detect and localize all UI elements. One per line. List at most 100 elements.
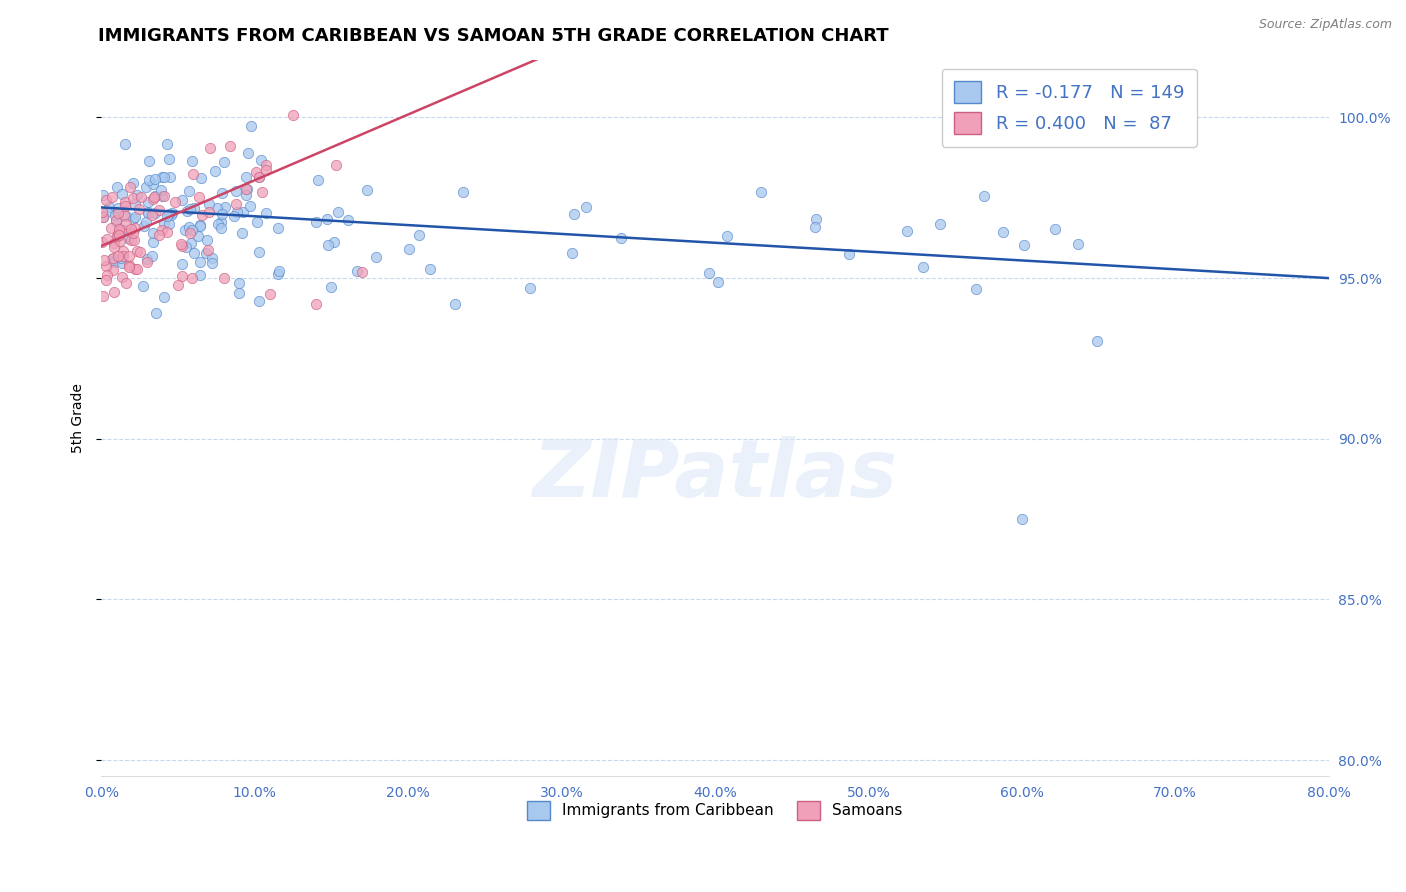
Point: [179, 227, 201, 241]
Point: [174, 240, 197, 254]
Point: [170, 269, 193, 284]
Point: [117, 260, 139, 275]
Point: [337, 213, 360, 227]
Point: [152, 169, 174, 184]
Point: [157, 152, 180, 166]
Point: [838, 247, 860, 261]
Point: [148, 227, 170, 242]
Point: [136, 205, 159, 219]
Point: [197, 204, 219, 219]
Point: [451, 185, 474, 199]
Point: [112, 223, 135, 237]
Point: [111, 249, 134, 263]
Point: [173, 223, 195, 237]
Point: [201, 256, 224, 270]
Point: [148, 203, 170, 218]
Point: [94, 259, 117, 273]
Point: [226, 205, 249, 219]
Point: [1012, 238, 1035, 252]
Point: [198, 197, 221, 211]
Point: [247, 169, 270, 184]
Point: [114, 195, 136, 210]
Point: [142, 177, 165, 191]
Point: [160, 205, 183, 219]
Point: [214, 200, 236, 214]
Point: [111, 269, 134, 284]
Point: [212, 155, 235, 169]
Point: [321, 280, 343, 294]
Point: [107, 202, 129, 216]
Point: [180, 235, 202, 250]
Point: [190, 208, 212, 222]
Point: [254, 162, 277, 177]
Point: [122, 233, 145, 247]
Point: [225, 184, 247, 198]
Point: [305, 297, 328, 311]
Point: [125, 261, 148, 276]
Point: [110, 186, 132, 201]
Point: [346, 264, 368, 278]
Point: [138, 173, 160, 187]
Point: [172, 239, 194, 253]
Point: [138, 154, 160, 169]
Point: [254, 158, 277, 172]
Point: [121, 226, 143, 240]
Point: [1043, 222, 1066, 236]
Point: [212, 271, 235, 285]
Point: [197, 243, 219, 257]
Point: [231, 226, 253, 240]
Point: [108, 234, 131, 248]
Point: [136, 252, 159, 267]
Point: [159, 207, 181, 221]
Point: [145, 306, 167, 320]
Point: [103, 251, 125, 265]
Point: [224, 210, 246, 224]
Point: [104, 212, 127, 227]
Point: [97, 201, 120, 215]
Point: [419, 261, 441, 276]
Point: [156, 137, 179, 152]
Point: [107, 228, 129, 243]
Point: [209, 215, 232, 229]
Point: [135, 179, 157, 194]
Point: [91, 210, 114, 224]
Point: [610, 231, 633, 245]
Point: [143, 188, 166, 202]
Point: [177, 219, 200, 234]
Point: [211, 207, 233, 221]
Point: [205, 201, 228, 215]
Point: [188, 255, 211, 269]
Point: [1087, 334, 1109, 348]
Point: [91, 204, 114, 219]
Text: Source: ZipAtlas.com: Source: ZipAtlas.com: [1258, 18, 1392, 31]
Point: [93, 288, 115, 302]
Point: [115, 217, 138, 231]
Point: [183, 201, 205, 215]
Point: [194, 245, 217, 260]
Point: [225, 197, 247, 211]
Point: [118, 179, 141, 194]
Point: [115, 276, 138, 290]
Point: [188, 268, 211, 282]
Point: [219, 139, 242, 153]
Point: [91, 211, 114, 225]
Point: [96, 232, 118, 246]
Point: [135, 215, 157, 229]
Point: [96, 268, 118, 282]
Point: [105, 213, 128, 227]
Point: [254, 206, 277, 220]
Point: [307, 172, 329, 186]
Point: [235, 169, 257, 184]
Point: [235, 187, 257, 202]
Point: [136, 206, 159, 220]
Point: [104, 208, 127, 222]
Point: [103, 285, 125, 299]
Point: [103, 263, 125, 277]
Point: [283, 107, 305, 121]
Point: [114, 137, 136, 152]
Point: [322, 235, 344, 249]
Point: [267, 267, 290, 281]
Point: [118, 248, 141, 262]
Point: [136, 194, 159, 209]
Point: [131, 278, 153, 293]
